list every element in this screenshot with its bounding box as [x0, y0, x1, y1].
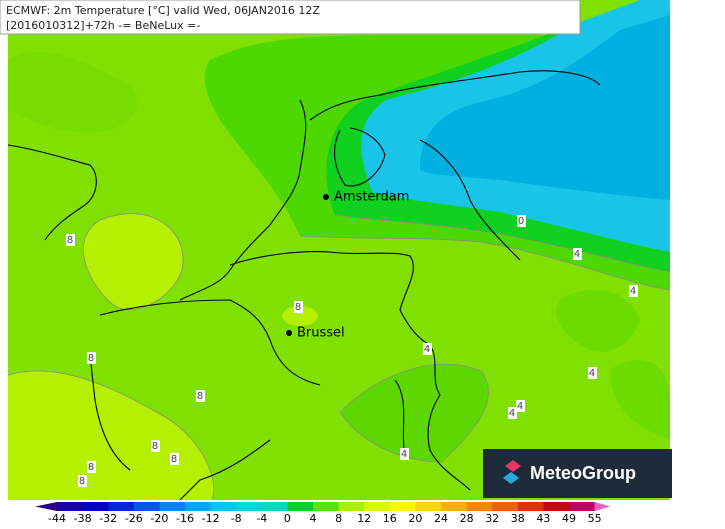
- colorbar-swatch: [313, 502, 340, 511]
- colorbar-tick-label: 12: [357, 512, 371, 525]
- contour-label-box: [151, 440, 160, 452]
- colorbar-swatch: [569, 502, 596, 511]
- colorbar: -44 -38 -32 -26 -20 -16 -12 -8 -4 0 4 8 12 16 20 24 28 32…: [35, 502, 611, 525]
- contour-label-box: [87, 352, 96, 364]
- colorbar-tick-label: 8: [335, 512, 342, 525]
- contour-label: 0: [518, 216, 524, 227]
- contour-label-box: [400, 448, 409, 460]
- colorbar-swatch: [287, 502, 314, 511]
- colorbar-end: [35, 502, 57, 511]
- temperature-field: [7, 0, 671, 501]
- colorbar-tick-label: 28: [460, 512, 474, 525]
- colorbar-tick-label: 24: [434, 512, 448, 525]
- colorbar-swatch: [389, 502, 416, 511]
- colorbar-swatch: [364, 502, 391, 511]
- city-dot: [323, 194, 329, 200]
- colorbar-tick-label: 4: [310, 512, 317, 525]
- colorbar-swatch: [108, 502, 135, 511]
- colorbar-tick-label: -20: [150, 512, 168, 525]
- contour-label: 4: [630, 286, 636, 297]
- colorbar-swatch: [517, 502, 544, 511]
- colorbar-tick-label: 55: [588, 512, 602, 525]
- contour-label-box: [516, 400, 525, 412]
- city-label: Brussel: [297, 326, 345, 341]
- colorbar-swatch: [133, 502, 160, 511]
- colorbar-tick-label: -44: [48, 512, 66, 525]
- contour-label: 4: [401, 449, 407, 460]
- colorbar-tick-label: -8: [231, 512, 242, 525]
- colorbar-tick-label: -12: [202, 512, 220, 525]
- colorbar-swatch: [338, 502, 365, 511]
- city-label: Amsterdam: [334, 190, 409, 205]
- colorbar-tick-label: 16: [383, 512, 397, 525]
- colorbar-swatch: [492, 502, 519, 511]
- colorbar-swatch: [185, 502, 212, 511]
- header-line-2: [2016010312]+72h -= BeNeLux =-: [6, 19, 200, 32]
- contour-label-box: [87, 461, 96, 473]
- colorbar-swatch: [210, 502, 237, 511]
- contour-label: 4: [509, 408, 515, 419]
- contour-label: 8: [171, 454, 177, 465]
- header-line-1: ECMWF: 2m Temperature [°C] valid Wed, 06…: [6, 4, 320, 17]
- contour-label-box: [629, 285, 638, 297]
- colorbar-tick-label: 0: [284, 512, 291, 525]
- colorbar-tick-label: 43: [536, 512, 550, 525]
- colorbar-swatch: [159, 502, 186, 511]
- colorbar-swatch: [415, 502, 442, 511]
- contour-label: 4: [424, 344, 430, 355]
- colorbar-swatch: [82, 502, 109, 511]
- colorbar-tick-label: -26: [125, 512, 143, 525]
- contour-label-box: [170, 453, 179, 465]
- contour-label: 8: [79, 476, 85, 487]
- colorbar-tick-label: 38: [511, 512, 525, 525]
- colorbar-swatch: [466, 502, 493, 511]
- contour-label: 8: [67, 235, 73, 246]
- contour-label-box: [517, 215, 526, 227]
- contour-label-box: [588, 367, 597, 379]
- city-dot: [286, 330, 292, 336]
- colorbar-swatch: [261, 502, 288, 511]
- contour-label: 8: [88, 462, 94, 473]
- logo-text: MeteoGroup: [530, 463, 636, 483]
- contour-label: 8: [295, 302, 301, 313]
- contour-label: 8: [152, 441, 158, 452]
- colorbar-tick-label: 20: [408, 512, 422, 525]
- colorbar-swatch: [236, 502, 263, 511]
- contour-label: 8: [88, 353, 94, 364]
- contour-label: 4: [589, 368, 595, 379]
- colorbar-swatch: [441, 502, 468, 511]
- colorbar-tick-label: 49: [562, 512, 576, 525]
- contour-label-box: [573, 248, 582, 260]
- contour-label-box: [294, 301, 303, 313]
- header-box: ECMWF: 2m Temperature [°C] valid Wed, 06…: [0, 0, 581, 35]
- colorbar-tick-label: -4: [256, 512, 267, 525]
- logo: MeteoGroup: [483, 449, 672, 498]
- colorbar-swatch: [57, 502, 84, 511]
- contour-label-box: [78, 475, 87, 487]
- contour-label-box: [508, 407, 517, 419]
- colorbar-tick-label: -16: [176, 512, 194, 525]
- contour-label: 8: [197, 391, 203, 402]
- colorbar-tick-label: -38: [74, 512, 92, 525]
- colorbar-tick-label: -32: [99, 512, 117, 525]
- contour-label: 4: [574, 249, 580, 260]
- colorbar-swatch: [543, 502, 570, 511]
- contour-label-box: [423, 343, 432, 355]
- contour-label-box: [66, 234, 75, 246]
- borders: [7, 70, 601, 501]
- contour-label-box: [196, 390, 205, 402]
- colorbar-end: [594, 502, 611, 511]
- contour-label: 4: [517, 401, 523, 412]
- colorbar-tick-label: 32: [485, 512, 499, 525]
